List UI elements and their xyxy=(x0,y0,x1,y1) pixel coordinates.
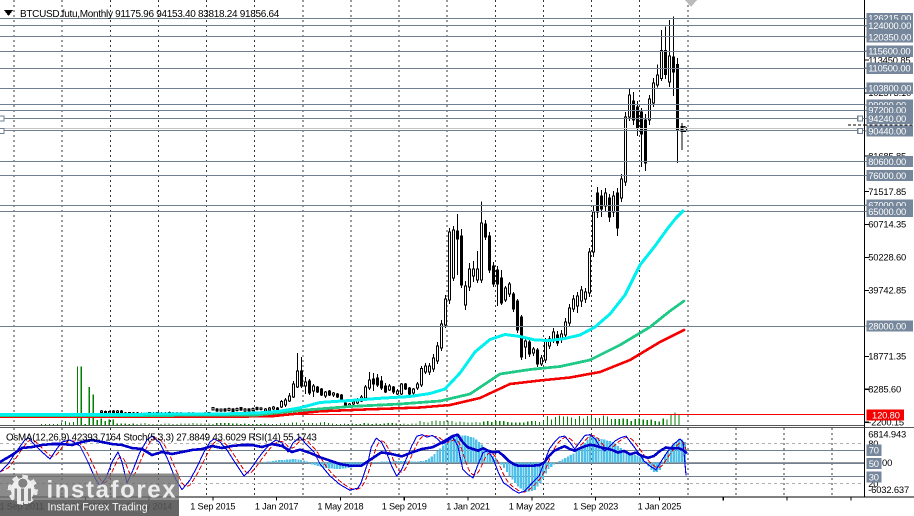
svg-text:120.80: 120.80 xyxy=(872,409,900,420)
svg-text:90440.00: 90440.00 xyxy=(868,125,906,136)
svg-text:115600.00: 115600.00 xyxy=(868,46,910,57)
svg-text:65000.00: 65000.00 xyxy=(868,206,906,217)
svg-text:126215.00: 126215.00 xyxy=(868,13,911,24)
svg-text:110500.00: 110500.00 xyxy=(868,63,910,74)
svg-text:70: 70 xyxy=(869,445,879,456)
svg-text:instaforex: instaforex xyxy=(47,477,178,504)
svg-text:1 Jan 2017: 1 Jan 2017 xyxy=(255,502,299,512)
svg-text:1 May 2018: 1 May 2018 xyxy=(317,502,363,512)
svg-text:1 Sep 2019: 1 Sep 2019 xyxy=(382,502,427,512)
svg-text:-6032.637: -6032.637 xyxy=(868,484,909,495)
svg-text:28000.00: 28000.00 xyxy=(868,320,906,331)
svg-text:76000.00: 76000.00 xyxy=(868,170,906,181)
svg-text:-2200.15: -2200.15 xyxy=(868,417,904,428)
svg-text:80: 80 xyxy=(868,438,878,449)
svg-text:1 May 2022: 1 May 2022 xyxy=(509,502,555,512)
svg-text:18771.35: 18771.35 xyxy=(868,351,906,362)
svg-text:39742.85: 39742.85 xyxy=(868,285,906,296)
svg-text:81685.85: 81685.85 xyxy=(868,150,906,161)
svg-text:20: 20 xyxy=(868,478,878,489)
svg-text:1 Jan 2025: 1 Jan 2025 xyxy=(638,502,682,512)
svg-text:94240.00: 94240.00 xyxy=(868,113,906,124)
svg-text:30: 30 xyxy=(869,471,879,482)
svg-text:60714.35: 60714.35 xyxy=(868,219,906,230)
svg-text:OsMA(12,26,9) 42393.7164 Stoc: OsMA(12,26,9) 42393.7164 Stoch(5,3,3) 27… xyxy=(6,432,317,443)
svg-text:8285.60: 8285.60 xyxy=(868,384,901,395)
svg-text:Instant Forex Trading: Instant Forex Trading xyxy=(48,502,148,514)
svg-text:120350.00: 120350.00 xyxy=(868,31,911,42)
svg-text:00: 00 xyxy=(882,457,892,468)
svg-text:50228.60: 50228.60 xyxy=(868,252,906,263)
svg-text:6814.943: 6814.943 xyxy=(868,428,906,439)
svg-text:1 Sep 2015: 1 Sep 2015 xyxy=(190,502,235,512)
svg-text:1 Jan 2021: 1 Jan 2021 xyxy=(446,502,490,512)
svg-text:80600.00: 80600.00 xyxy=(868,156,906,167)
svg-text:BTCUSD.futu,Monthly 91175.96 9: BTCUSD.futu,Monthly 91175.96 94153.40 83… xyxy=(20,9,280,20)
svg-text:103800.00: 103800.00 xyxy=(868,83,911,94)
svg-text:113450.85: 113450.85 xyxy=(868,54,910,65)
svg-text:50: 50 xyxy=(869,458,879,469)
svg-text:71517.85: 71517.85 xyxy=(868,186,906,197)
svg-text:97200.00: 97200.00 xyxy=(868,105,906,116)
svg-text:1 Sep 2023: 1 Sep 2023 xyxy=(573,502,618,512)
svg-text:67000.00: 67000.00 xyxy=(868,200,906,211)
svg-text:124000.00: 124000.00 xyxy=(868,20,911,31)
